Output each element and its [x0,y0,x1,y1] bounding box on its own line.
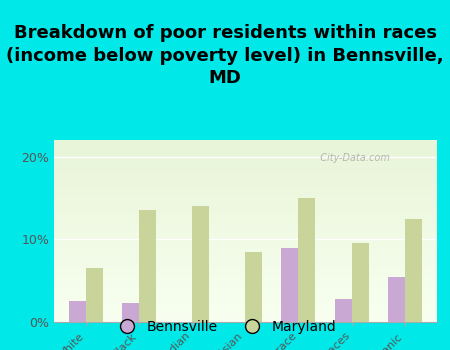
Bar [69,301,86,322]
Bar [281,247,298,322]
Bar [405,219,422,322]
Bar [298,198,315,322]
Text: Breakdown of poor residents within races
(income below poverty level) in Bennsvi: Breakdown of poor residents within races… [6,25,444,87]
Bar [86,268,103,322]
Bar [192,206,209,322]
Bar [351,243,369,322]
Bar [334,299,351,322]
Bar [139,210,156,322]
Bar [245,252,262,322]
Text: City-Data.com: City-Data.com [314,153,390,163]
Bar [387,276,405,322]
Legend: Bennsville, Maryland: Bennsville, Maryland [108,314,342,340]
Bar [122,303,139,322]
